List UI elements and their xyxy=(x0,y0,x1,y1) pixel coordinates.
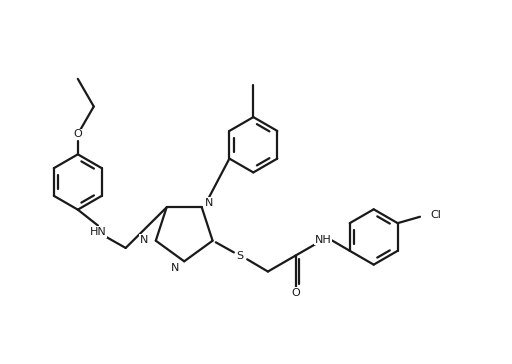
Text: NH: NH xyxy=(315,235,332,245)
Text: N: N xyxy=(205,198,214,208)
Text: N: N xyxy=(170,263,179,273)
Text: S: S xyxy=(237,250,244,261)
Text: O: O xyxy=(291,288,300,298)
Text: O: O xyxy=(73,129,82,139)
Text: N: N xyxy=(140,235,148,245)
Text: Cl: Cl xyxy=(431,210,441,220)
Text: HN: HN xyxy=(90,227,106,237)
